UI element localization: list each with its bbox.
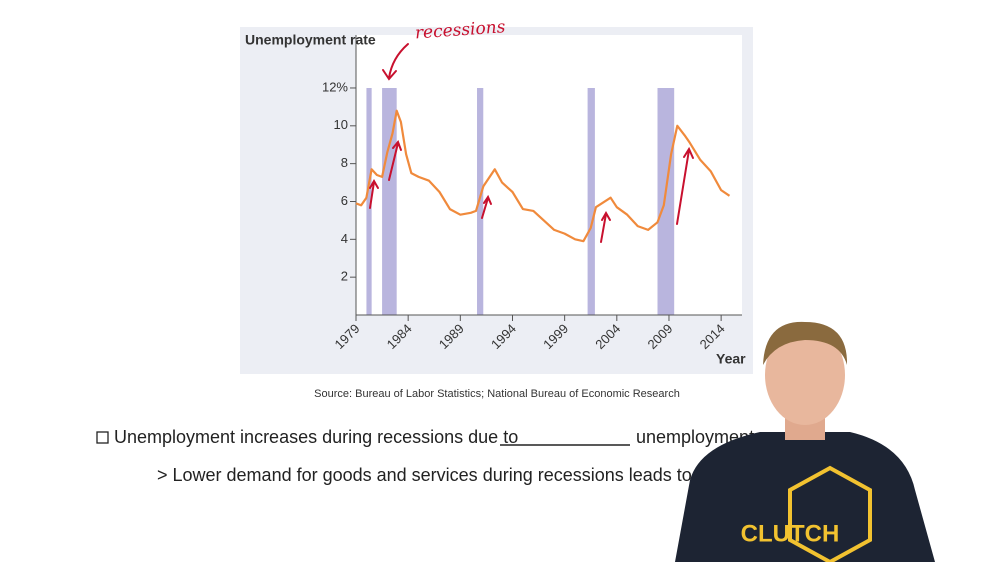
y-tick-label: 4 [341, 231, 348, 246]
data-line [355, 109, 731, 243]
recession-band [477, 88, 484, 315]
bullet-text: Unemployment increases during recessions… [114, 427, 518, 447]
y-tick-label: 6 [341, 193, 348, 208]
y-tick-label: 12% [322, 79, 348, 94]
sub-bullet-text: > Lower demand for goods and services du… [157, 465, 747, 485]
shirt-logo: CLUTCH [741, 520, 840, 547]
recession-band [366, 88, 372, 315]
recession-band [382, 88, 397, 315]
checkbox-icon [96, 431, 109, 444]
recession-band [657, 88, 675, 315]
handwritten-arrows [369, 43, 694, 243]
y-axis-label: Unemployment rate [245, 32, 376, 48]
x-axis-label: Year [716, 351, 746, 367]
y-tick-label: 10 [334, 117, 348, 132]
bullet-text: unemployment [636, 427, 754, 447]
plot-area [356, 35, 742, 315]
y-tick-label: 2 [341, 269, 348, 284]
y-tick-label: 8 [341, 155, 348, 170]
source-note: Source: Bureau of Labor Statistics; Nati… [314, 388, 680, 400]
recession-band [587, 88, 595, 315]
presenter: CLUTCH [675, 321, 935, 562]
